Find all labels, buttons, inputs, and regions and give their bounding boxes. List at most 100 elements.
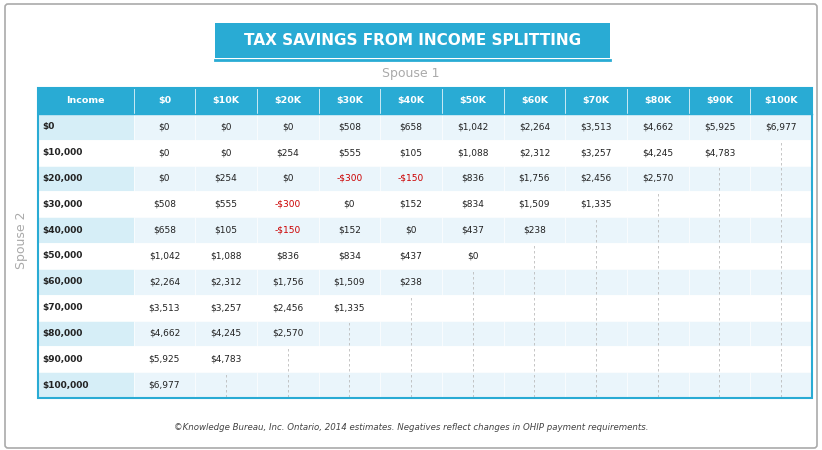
Text: $4,662: $4,662 (642, 122, 673, 131)
Bar (504, 88, 566, 114)
Bar (442, 346, 504, 372)
Text: $658: $658 (399, 122, 423, 131)
Bar (750, 114, 812, 140)
Bar (750, 140, 812, 166)
Bar (504, 114, 566, 140)
Bar (689, 346, 750, 372)
Text: $254: $254 (276, 148, 299, 157)
Bar (134, 243, 196, 269)
Text: $3,513: $3,513 (149, 303, 180, 312)
Text: $836: $836 (276, 252, 299, 261)
Bar (627, 372, 689, 398)
Bar (689, 295, 750, 320)
Bar (38, 295, 134, 320)
Text: $2,570: $2,570 (272, 329, 303, 338)
Bar (196, 166, 257, 191)
Text: $105: $105 (215, 225, 238, 234)
Bar (442, 269, 504, 295)
Text: $834: $834 (338, 252, 361, 261)
Text: -$150: -$150 (275, 225, 301, 234)
Bar (134, 88, 196, 114)
Bar (689, 166, 750, 191)
Text: $2,312: $2,312 (210, 277, 242, 286)
Text: $3,513: $3,513 (580, 122, 612, 131)
Bar (196, 191, 257, 217)
Bar (566, 346, 627, 372)
Text: $152: $152 (338, 225, 361, 234)
Bar (257, 217, 319, 243)
Text: $1,509: $1,509 (334, 277, 365, 286)
Text: $30K: $30K (336, 96, 363, 105)
Bar (319, 114, 381, 140)
Text: $0: $0 (220, 148, 232, 157)
Bar (689, 372, 750, 398)
Bar (38, 320, 134, 346)
Bar (566, 191, 627, 217)
Text: $60,000: $60,000 (42, 277, 82, 286)
Text: $0: $0 (405, 225, 417, 234)
Bar (689, 191, 750, 217)
Bar (196, 140, 257, 166)
Text: $238: $238 (399, 277, 423, 286)
Text: $100K: $100K (764, 96, 798, 105)
Text: Spouse 2: Spouse 2 (16, 211, 29, 269)
Bar (627, 166, 689, 191)
Text: $2,570: $2,570 (642, 174, 673, 183)
Text: $4,662: $4,662 (149, 329, 180, 338)
Bar (504, 372, 566, 398)
Text: Spouse 1: Spouse 1 (382, 68, 440, 81)
Text: $152: $152 (399, 200, 423, 209)
Text: $20K: $20K (275, 96, 302, 105)
Bar (689, 140, 750, 166)
Bar (38, 191, 134, 217)
Bar (319, 243, 381, 269)
Bar (504, 346, 566, 372)
Bar (442, 243, 504, 269)
Text: $90K: $90K (706, 96, 733, 105)
Bar (134, 346, 196, 372)
Bar (750, 295, 812, 320)
Bar (566, 243, 627, 269)
Bar (196, 295, 257, 320)
Bar (257, 269, 319, 295)
Bar (196, 346, 257, 372)
Bar (566, 372, 627, 398)
Bar (627, 295, 689, 320)
Bar (504, 166, 566, 191)
Bar (257, 243, 319, 269)
Bar (442, 320, 504, 346)
Bar (319, 269, 381, 295)
Text: $105: $105 (399, 148, 423, 157)
Text: $0: $0 (282, 122, 293, 131)
Text: $70,000: $70,000 (42, 303, 82, 312)
Text: $1,088: $1,088 (457, 148, 488, 157)
Bar (134, 191, 196, 217)
Text: $3,257: $3,257 (580, 148, 612, 157)
Bar (442, 114, 504, 140)
Text: $2,312: $2,312 (519, 148, 550, 157)
Text: $508: $508 (153, 200, 176, 209)
Bar (627, 320, 689, 346)
Bar (381, 191, 442, 217)
Bar (196, 372, 257, 398)
Text: $658: $658 (153, 225, 176, 234)
Bar (134, 140, 196, 166)
Text: $238: $238 (523, 225, 546, 234)
Bar (627, 243, 689, 269)
Text: $0: $0 (159, 122, 170, 131)
Bar (566, 269, 627, 295)
Text: $0: $0 (282, 174, 293, 183)
Bar (319, 372, 381, 398)
Text: $2,456: $2,456 (272, 303, 303, 312)
Bar (627, 346, 689, 372)
Bar (38, 88, 134, 114)
Bar (381, 372, 442, 398)
Bar (750, 372, 812, 398)
Bar (257, 320, 319, 346)
Text: $437: $437 (461, 225, 484, 234)
Bar (442, 295, 504, 320)
Bar (750, 243, 812, 269)
Bar (750, 166, 812, 191)
Bar (627, 140, 689, 166)
Bar (504, 320, 566, 346)
